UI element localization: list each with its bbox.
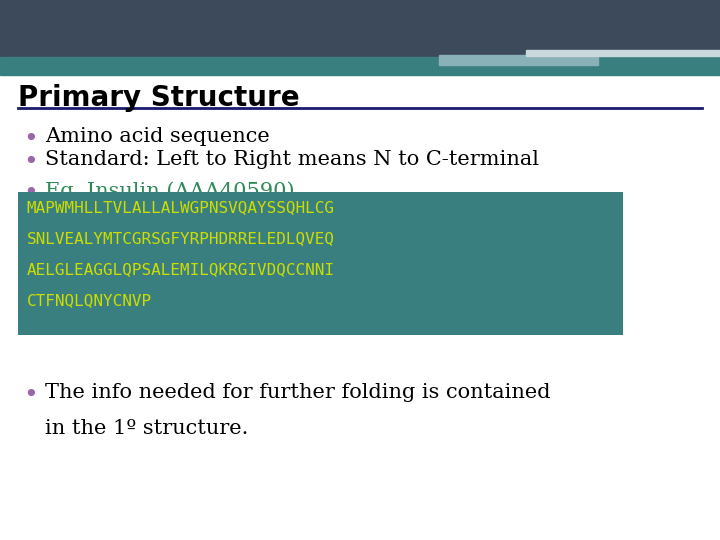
Bar xyxy=(526,50,720,56)
Text: in the 1º structure.: in the 1º structure. xyxy=(45,418,248,437)
Text: SNLVEALYMTCGRSGFYRPHDRRELEDLQVEQ: SNLVEALYMTCGRSGFYRPHDRRELEDLQVEQ xyxy=(27,231,335,246)
Text: •: • xyxy=(23,383,37,407)
Text: The info needed for further folding is contained: The info needed for further folding is c… xyxy=(45,383,550,402)
Text: MAPWMHLLTVLALLALWGPNSVQAYSSQHLCG: MAPWMHLLTVLALLALWGPNSVQAYSSQHLCG xyxy=(27,200,335,215)
Bar xyxy=(0,57,720,75)
Text: •: • xyxy=(23,150,37,173)
Text: Amino acid sequence: Amino acid sequence xyxy=(45,127,269,146)
Text: CTFNQLQNYCNVP: CTFNQLQNYCNVP xyxy=(27,293,152,308)
Text: •: • xyxy=(23,127,37,151)
Text: AELGLEAGGLQPSALEMILQKRGIVDQCCNNI: AELGLEAGGLQPSALEMILQKRGIVDQCCNNI xyxy=(27,262,335,277)
Text: Primary Structure: Primary Structure xyxy=(18,84,300,112)
Bar xyxy=(18,192,623,335)
Text: •: • xyxy=(23,181,37,205)
Text: Eg. Insulin (AAA40590): Eg. Insulin (AAA40590) xyxy=(45,181,294,201)
Bar xyxy=(0,0,720,57)
Text: Standard: Left to Right means N to C-terminal: Standard: Left to Right means N to C-ter… xyxy=(45,150,539,168)
Bar xyxy=(439,55,598,65)
